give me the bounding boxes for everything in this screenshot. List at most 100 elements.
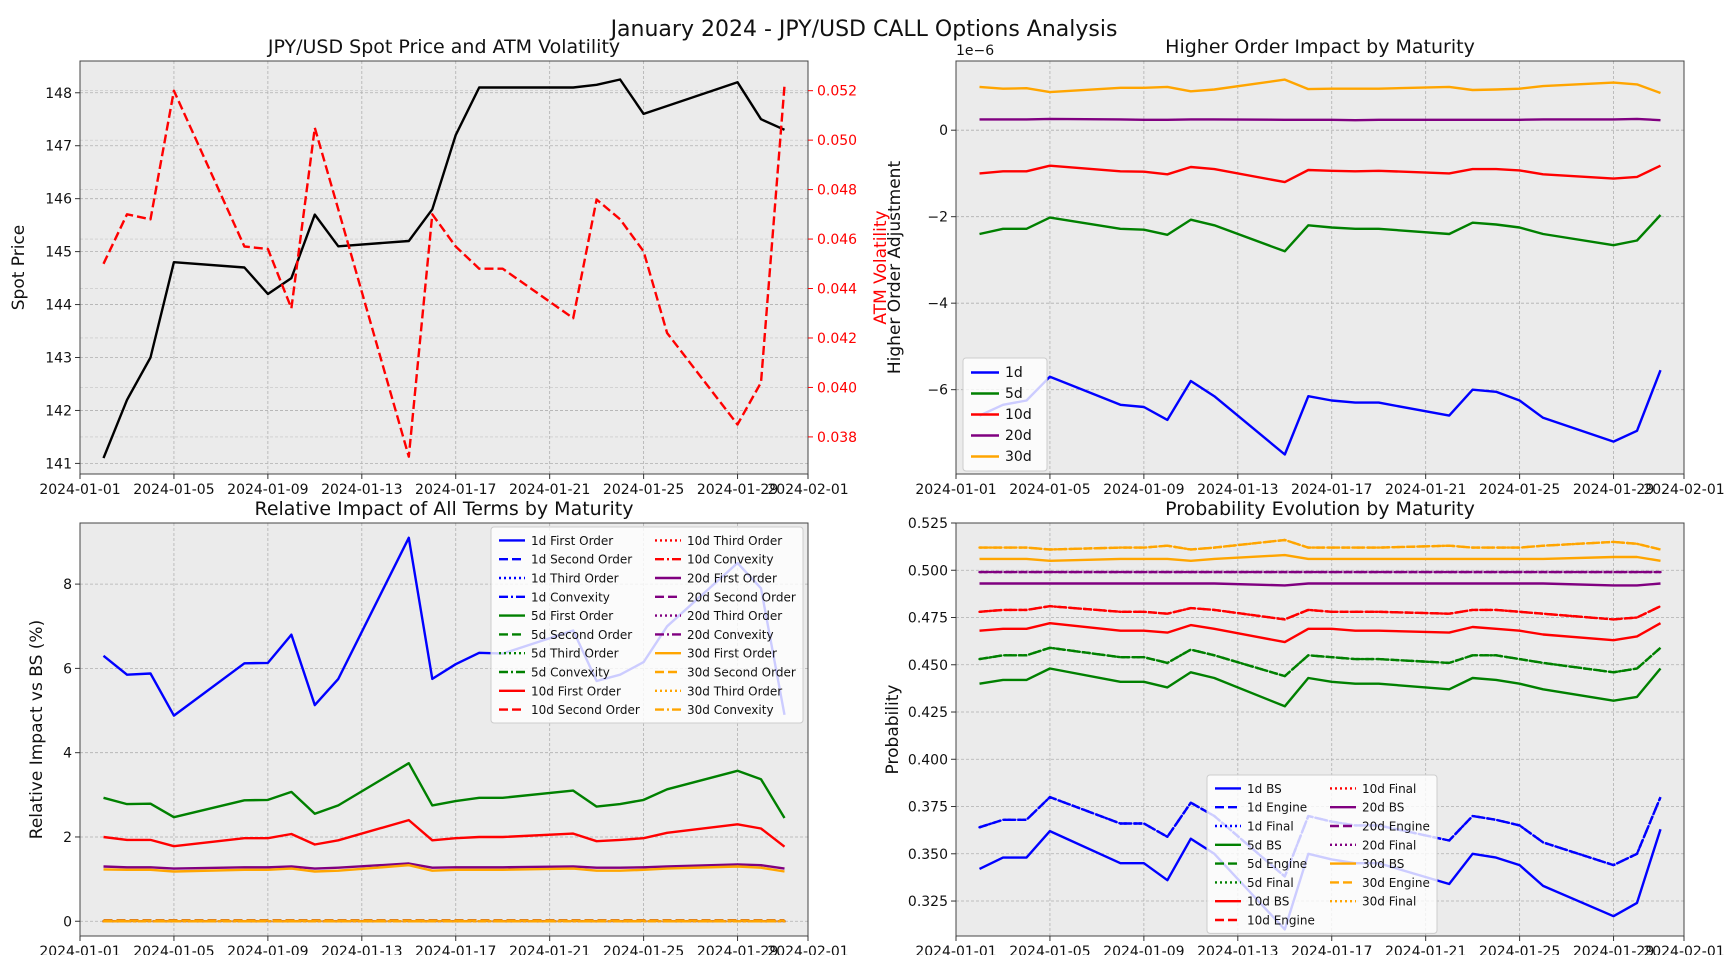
y-tick-label: 141 xyxy=(45,456,72,472)
series-line-1d xyxy=(978,369,1662,456)
x-tick-label: 2024-01-01 xyxy=(39,944,120,955)
y-tick-label: 0.450 xyxy=(908,658,948,674)
chart-title: Relative Impact of All Terms by Maturity xyxy=(254,498,633,520)
legend: 1d First Order 1d Second Order 1d Third Or… xyxy=(490,526,804,724)
chart-title: Higher Order Impact by Maturity xyxy=(1165,36,1475,58)
legend-label: 1d Second Order xyxy=(531,553,632,567)
y-tick-label: 0 xyxy=(939,123,948,139)
legend-label: 5d First Order xyxy=(531,609,613,623)
series-line-spot-price xyxy=(102,78,785,459)
series-line-5d-bs xyxy=(979,667,1662,708)
legend-label: 5d xyxy=(1005,386,1023,402)
legend-label: 5d Second Order xyxy=(531,628,632,642)
series-line-atm-volatility xyxy=(102,85,786,458)
y-tick-label: 0.400 xyxy=(908,752,948,768)
y-tick-label: 147 xyxy=(45,139,72,155)
x-tick-label: 2024-01-01 xyxy=(39,482,120,498)
series-line-10d-first-order xyxy=(103,818,786,848)
y-right-tick-label: 0.044 xyxy=(817,282,857,298)
x-tick-label: 2024-01-13 xyxy=(1197,944,1278,955)
legend-label: 5d BS xyxy=(1247,838,1282,852)
legend-label: 30d Final xyxy=(1362,895,1416,909)
x-tick-label: 2024-01-29 xyxy=(1573,944,1654,955)
series-line-10d-final xyxy=(978,605,1662,621)
y-axis-label: Spot Price xyxy=(9,225,29,311)
y-right-tick-label: 0.052 xyxy=(817,84,857,100)
series-group xyxy=(102,536,786,923)
legend-label: 5d Convexity xyxy=(531,666,610,680)
legend-label: 20d xyxy=(1005,428,1032,444)
x-tick-label: 2024-01-05 xyxy=(133,482,214,498)
x-tick-label: 2024-01-25 xyxy=(1479,482,1560,498)
y-axis-label: Probability xyxy=(883,685,903,775)
chart-prob: 2024-01-01 2024-01-05 2024-01-09 2024-01-13… xyxy=(883,498,1725,955)
gridlines xyxy=(79,61,809,474)
y-tick-label: 0.425 xyxy=(908,705,948,721)
series-line-10d-bs xyxy=(979,622,1662,644)
y-tick-label: −4 xyxy=(927,296,948,312)
legend-label: 1d xyxy=(1005,365,1023,381)
legend-label: 20d First Order xyxy=(687,572,777,586)
x-tick-label: 2024-01-13 xyxy=(321,482,402,498)
x-tick-label: 2024-01-01 xyxy=(915,482,996,498)
y-right-tick-label: 0.050 xyxy=(817,133,857,149)
legend-label: 1d BS xyxy=(1247,782,1282,796)
x-tick-label: 2024-02-01 xyxy=(767,482,848,498)
legend-box xyxy=(1206,774,1438,934)
plot-frame xyxy=(955,522,1685,937)
y-tick-label: 0.375 xyxy=(908,800,948,816)
legend-label: 30d xyxy=(1005,449,1032,465)
x-tick-label: 2024-01-25 xyxy=(603,944,684,955)
y-tick-label: −2 xyxy=(927,210,948,226)
x-tick-label: 2024-01-05 xyxy=(133,944,214,955)
y-tick-label: 144 xyxy=(45,298,72,314)
legend-label: 30d BS xyxy=(1362,857,1404,871)
x-tick-label: 2024-01-29 xyxy=(697,944,778,955)
legend-label: 20d Convexity xyxy=(687,628,774,642)
y-right-tick-label: 0.042 xyxy=(817,331,857,347)
legend-label: 10d BS xyxy=(1247,895,1289,909)
x-tick-label: 2024-01-05 xyxy=(1009,944,1090,955)
legend-label: 20d Final xyxy=(1362,838,1416,852)
x-tick-label: 2024-02-01 xyxy=(767,944,848,955)
legend: 1d 5d 10d 20d 30d xyxy=(962,357,1048,472)
x-tick-label: 2024-01-17 xyxy=(1291,482,1372,498)
x-tick-label: 2024-01-21 xyxy=(509,482,590,498)
legend-label: 1d Engine xyxy=(1247,801,1307,815)
legend-box xyxy=(490,526,804,724)
y-offset-label: 1e−6 xyxy=(956,43,994,59)
y-tick-label: 145 xyxy=(45,245,72,261)
y-tick-label: 142 xyxy=(45,403,72,419)
y-tick-label: 146 xyxy=(45,192,72,208)
y-axis-right-label: ATM Volatility xyxy=(871,210,891,324)
y-tick-label: 8 xyxy=(63,577,72,593)
x-tick-label: 2024-01-05 xyxy=(1009,482,1090,498)
legend-label: 20d Third Order xyxy=(687,609,782,623)
series-line-30d-bs xyxy=(979,553,1661,562)
legend-label: 1d Third Order xyxy=(531,572,619,586)
y-tick-label: 6 xyxy=(63,661,72,677)
y-tick-label: 0.325 xyxy=(908,894,948,910)
x-tick-label: 2024-01-21 xyxy=(509,944,590,955)
series-line-20d-bs xyxy=(979,582,1661,587)
y-right-tick-label: 0.048 xyxy=(817,183,857,199)
series-line-5d xyxy=(979,214,1662,253)
y-right-tick-label: 0.046 xyxy=(817,232,857,248)
chart-higher: 2024-01-01 2024-01-05 2024-01-09 2024-01-13… xyxy=(885,36,1725,498)
series-line-30d-first-order xyxy=(103,864,785,873)
legend-label: 10d Final xyxy=(1362,782,1416,796)
y-axis-label: Higher Order Adjustment xyxy=(885,161,905,375)
plot-frame xyxy=(79,60,809,475)
figure-title: January 2024 - JPY/USD CALL Options Anal… xyxy=(609,17,1118,42)
x-tick-label: 2024-01-29 xyxy=(697,482,778,498)
legend-label: 10d xyxy=(1005,407,1032,423)
series-group xyxy=(978,78,1662,456)
legend-label: 20d BS xyxy=(1362,801,1404,815)
legend-label: 1d First Order xyxy=(531,534,613,548)
legend-label: 5d Engine xyxy=(1247,857,1307,871)
legend-label: 20d Second Order xyxy=(687,590,796,604)
x-tick-label: 2024-01-01 xyxy=(915,944,996,955)
y-tick-label: −6 xyxy=(927,383,948,399)
legend: 1d BS 1d Engine 1d Final 5d BS 5d Engine 5d F… xyxy=(1206,774,1438,934)
